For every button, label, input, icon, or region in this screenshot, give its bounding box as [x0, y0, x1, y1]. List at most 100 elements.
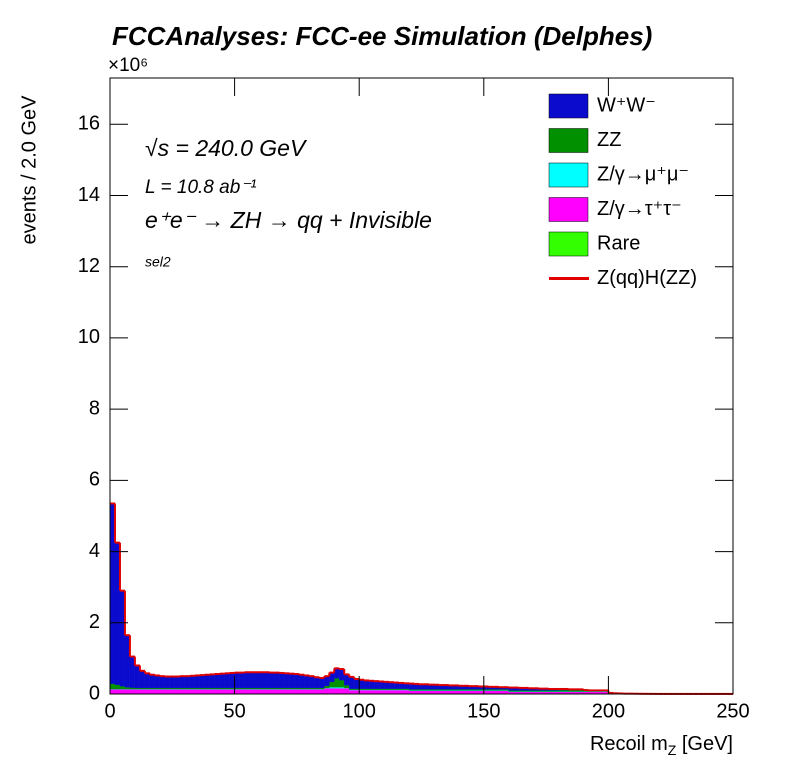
legend-swatch [548, 162, 589, 188]
histogram-bar [418, 689, 425, 691]
histogram-bar [159, 689, 165, 694]
histogram-bar [244, 687, 250, 690]
histogram-bar [249, 689, 255, 694]
histogram-bar [443, 689, 450, 691]
histogram-bar [433, 689, 440, 691]
histogram-bar [289, 689, 295, 694]
y-tick-label: 12 [78, 255, 100, 277]
histogram-bar [284, 687, 290, 690]
histogram-bar [179, 689, 185, 694]
plot-frame [109, 77, 734, 695]
histogram-bar [219, 673, 225, 689]
histogram-bar [134, 687, 141, 690]
histogram-bar [388, 688, 395, 690]
histogram-bar [418, 690, 425, 694]
histogram-bar [334, 688, 340, 694]
histogram-bar [523, 691, 529, 694]
histogram-bar [224, 687, 230, 690]
histogram-bar [428, 689, 435, 691]
histogram-bar [259, 687, 265, 690]
histogram-bar [478, 689, 484, 691]
histogram-bar [354, 689, 360, 694]
histogram-bar [109, 689, 116, 694]
histogram-bar [493, 690, 499, 694]
histogram-bar [169, 689, 175, 694]
histogram-bar [154, 687, 160, 690]
histogram-bar [279, 687, 285, 690]
histogram-bar [164, 676, 170, 689]
histogram-bar [149, 687, 156, 690]
histogram-bar [349, 689, 355, 694]
histogram-bar [374, 681, 380, 689]
histogram-bar [304, 689, 310, 694]
histogram-bar [408, 690, 415, 694]
histogram-bar [209, 687, 215, 690]
histogram-bar [119, 689, 126, 694]
legend-swatch [548, 128, 589, 153]
y-tick-label: 14 [78, 184, 100, 206]
histogram-bar [423, 690, 430, 694]
histogram-bar [339, 687, 345, 689]
histogram-bar [374, 689, 380, 694]
histogram-bar [488, 690, 494, 694]
histogram-bar [383, 681, 390, 689]
histogram-bar [139, 689, 146, 694]
y-tick-label: 16 [78, 113, 100, 135]
y-tick-label: 8 [89, 397, 100, 419]
histogram-bar [184, 676, 190, 689]
histogram-bar [209, 689, 215, 694]
histogram-bar [388, 689, 395, 694]
histogram-bar [329, 687, 335, 689]
histogram-bar [378, 689, 385, 694]
histogram-bar [274, 687, 280, 690]
histogram-bar [538, 691, 544, 694]
histogram-bar [284, 689, 290, 694]
histogram-bar [309, 689, 315, 694]
histogram-bar [393, 688, 400, 690]
histogram-bar [229, 687, 235, 690]
histogram-bar [553, 690, 559, 692]
histogram-bar [369, 688, 375, 690]
histogram-bar [543, 690, 549, 692]
histogram-bar [169, 687, 175, 690]
x-tick-label: 100 [343, 700, 376, 722]
histogram-bar [279, 689, 285, 694]
histogram-bar [159, 676, 165, 689]
legend-label: Z/γ→μ⁺μ⁻ [597, 163, 689, 185]
histogram-bar [279, 672, 285, 689]
legend-swatch [548, 197, 589, 222]
histogram-bar [483, 689, 489, 691]
histogram-bar [408, 689, 415, 691]
histogram-bar [174, 676, 180, 689]
histogram-bar [413, 690, 420, 694]
histogram-bar [229, 689, 235, 694]
histogram-bar [473, 689, 479, 691]
histogram-bar [473, 690, 479, 694]
histogram-bar [164, 687, 170, 690]
histogram-bar [284, 673, 290, 689]
histogram-bar [179, 687, 185, 690]
histogram-bar [493, 689, 499, 691]
histogram-bar [443, 690, 450, 694]
histogram-bar [374, 688, 380, 690]
histogram-bar [339, 679, 345, 688]
histogram-bar [139, 670, 146, 689]
histogram-bar [588, 691, 594, 694]
histogram-bar [364, 689, 370, 694]
histogram-bar [528, 691, 534, 694]
y-axis-label: events / 2.0 GeV [18, 95, 40, 245]
histogram-bar [453, 690, 460, 694]
histogram-bar [234, 689, 240, 694]
y-tick-label: 2 [89, 611, 100, 633]
histogram-bar [174, 687, 180, 690]
histogram-bar [269, 672, 275, 689]
histogram-bar [329, 681, 335, 688]
histogram-bar [264, 672, 270, 689]
histogram-bar [299, 689, 305, 694]
histogram-bar [558, 689, 564, 692]
histogram-bar [259, 672, 265, 689]
histogram-bar [568, 691, 574, 694]
histogram-bar [239, 687, 245, 690]
histogram-bar [523, 690, 529, 692]
histogram-bar [578, 691, 584, 694]
